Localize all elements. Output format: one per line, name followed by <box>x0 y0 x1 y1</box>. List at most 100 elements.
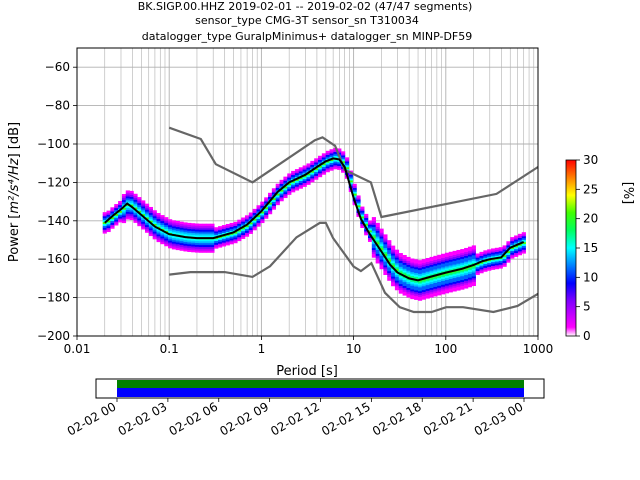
heatmap-cell <box>314 164 319 167</box>
heatmap-cell <box>244 215 250 218</box>
heatmap-cell <box>421 291 426 294</box>
heatmap-cell <box>448 274 453 278</box>
title-line-2: sensor_type CMG-3T sensor_sn T310034 <box>195 14 419 27</box>
heatmap-cell <box>464 265 469 268</box>
heatmap-cell <box>371 222 376 226</box>
heatmap-cell <box>144 224 150 228</box>
heatmap-cell <box>441 271 446 274</box>
heatmap-cell <box>106 227 111 231</box>
heatmap-cell <box>333 159 338 162</box>
heatmap-cell <box>356 214 361 217</box>
heatmap-cell <box>452 271 457 275</box>
heatmap-cell <box>448 280 453 283</box>
heatmap-cell <box>414 280 419 283</box>
heatmap-cell <box>268 208 273 211</box>
heatmap-cell <box>244 232 250 235</box>
heatmap-cell <box>391 260 396 264</box>
heatmap-cell <box>394 265 400 268</box>
heatmap-cell <box>433 290 438 293</box>
heatmap-cell <box>275 187 280 190</box>
heatmap-cell <box>414 266 419 270</box>
heatmap-cell <box>175 230 180 233</box>
heatmap-cell <box>191 234 196 237</box>
heatmap-cell <box>133 214 138 218</box>
heatmap-cell <box>329 168 334 171</box>
heatmap-cell <box>383 272 388 276</box>
heatmap-cell <box>364 233 369 236</box>
heatmap-cell <box>517 249 523 252</box>
heatmap-cell <box>444 254 450 257</box>
heatmap-cell <box>448 265 453 268</box>
colorbar-label: [%] <box>620 182 635 205</box>
heatmap-cell <box>341 159 346 162</box>
colorbar-ticks: 0 5 10 15 20 25 30 <box>576 153 598 343</box>
heatmap-cell <box>125 192 130 195</box>
heatmap-cell <box>214 244 219 247</box>
heatmap-cell <box>179 244 184 247</box>
heatmap-cell <box>391 272 396 275</box>
heatmap-cell <box>448 261 453 264</box>
heatmap-cell <box>433 259 438 262</box>
heatmap-cell <box>114 217 119 220</box>
heatmap-cell <box>118 210 123 213</box>
heatmap-cell <box>148 228 153 231</box>
heatmap-cell <box>129 217 134 220</box>
heatmap-cell <box>110 218 115 222</box>
heatmap-cell <box>371 253 376 256</box>
heatmap-cell <box>394 251 400 254</box>
heatmap-cell <box>383 263 388 266</box>
heatmap-cell <box>171 224 177 227</box>
heatmap-cell <box>483 258 488 261</box>
heatmap-cell <box>210 223 215 226</box>
heatmap-cell <box>114 207 119 211</box>
heatmap-cell <box>164 238 169 241</box>
heatmap-cell <box>102 219 107 223</box>
heatmap-cell <box>456 288 461 291</box>
heatmap-cell <box>214 232 219 236</box>
heatmap-cell <box>337 161 342 165</box>
heatmap-cell <box>444 270 450 273</box>
heatmap-cell <box>144 207 150 210</box>
colorbar-tick-label: 15 <box>583 241 598 255</box>
heatmap-cell <box>202 240 207 244</box>
heatmap-cell <box>237 231 242 234</box>
heatmap-cell <box>183 231 188 235</box>
heatmap-cell <box>283 180 288 183</box>
heatmap-cell <box>498 264 503 267</box>
heatmap-cell <box>271 203 277 206</box>
heatmap-cell <box>410 289 415 292</box>
x-tick-label: 0.01 <box>64 342 91 356</box>
heatmap-cell <box>133 195 138 198</box>
heatmap-cell <box>202 239 207 242</box>
y-tick-label: −80 <box>45 99 70 113</box>
heatmap-cell <box>279 197 284 200</box>
heatmap-cell <box>241 223 246 226</box>
heatmap-cell <box>252 228 257 231</box>
heatmap-cell <box>260 201 265 204</box>
heatmap-cell <box>406 258 411 262</box>
heatmap-cell <box>406 262 411 265</box>
heatmap-cell <box>417 290 423 294</box>
heatmap-cell <box>348 180 353 183</box>
heatmap-cell <box>383 243 388 247</box>
heatmap-cell <box>237 221 242 224</box>
heatmap-cell <box>268 204 273 207</box>
heatmap-cell <box>221 228 227 232</box>
heatmap-cell <box>198 227 203 230</box>
heatmap-cell <box>491 256 496 259</box>
heatmap-cell <box>110 222 115 225</box>
heatmap-cell <box>279 199 284 202</box>
heatmap-cell <box>137 218 142 221</box>
heatmap-cell <box>318 174 323 178</box>
heatmap-cell <box>464 253 469 256</box>
heatmap-cell <box>256 211 261 214</box>
heatmap-cell <box>271 205 277 208</box>
heatmap-cell <box>460 249 465 252</box>
heatmap-cell <box>444 260 450 263</box>
heatmap-cell <box>394 282 400 285</box>
heatmap-cell <box>441 288 446 291</box>
heatmap-cell <box>156 230 161 233</box>
heatmap-cell <box>356 203 361 206</box>
heatmap-cell <box>452 262 457 265</box>
